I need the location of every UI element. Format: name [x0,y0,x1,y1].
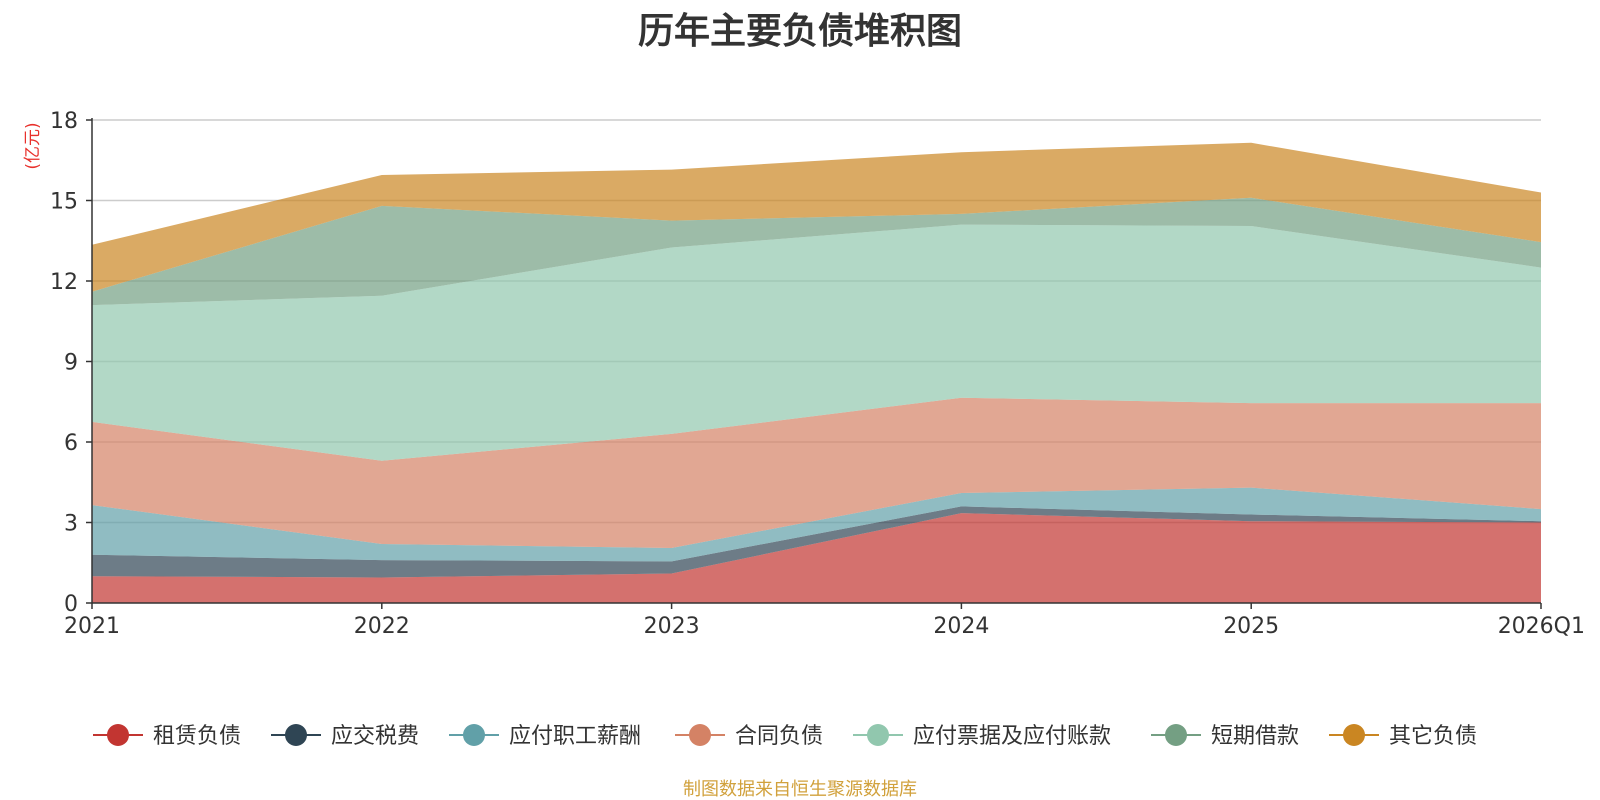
legend-label: 短期借款 [1211,724,1299,749]
legend-label: 应付职工薪酬 [509,724,641,749]
y-tick-label: 15 [50,190,78,215]
area-series-4 [92,224,1541,461]
chart-title: 历年主要负债堆积图 [637,11,962,52]
legend-marker [463,724,485,746]
legend-marker [1343,724,1365,746]
legend-item-2: 应付职工薪酬 [449,724,641,749]
axes [86,118,1542,609]
y-tick-label: 18 [50,109,78,134]
legend-item-1: 应交税费 [271,724,419,749]
area-series-6 [92,142,1541,292]
legend-item-3: 合同负债 [675,724,823,749]
area-series-0 [92,513,1541,603]
legend-item-5: 短期借款 [1151,724,1299,749]
legend-item-6: 其它负债 [1329,724,1477,749]
legend-marker [285,724,307,746]
x-tick-label: 2023 [644,614,700,639]
legend-label: 应付票据及应付账款 [913,724,1111,749]
area-series-1 [92,506,1541,578]
legend: 租赁负债 应交税费 应付职工薪酬 合同负债 应付票据及应付账款 短期借款 其它负债 [93,724,1477,749]
legend-marker [107,724,129,746]
y-tick-label: 0 [64,592,78,617]
source-note: 制图数据来自恒生聚源数据库 [683,779,917,800]
y-tick-label: 3 [64,512,78,537]
legend-marker [867,724,889,746]
y-axis-unit-label: (亿元) [23,122,43,169]
area-series-2 [92,487,1541,562]
y-tick-label: 9 [64,351,78,376]
legend-label: 应交税费 [331,724,419,749]
legend-marker [689,724,711,746]
axis-labels: 0 3 6 9 12 15 18 2021 2022 2023 2024 2025 2026Q1 (亿元) [23,109,1585,639]
area-series-5 [92,197,1541,306]
legend-item-0: 租赁负债 [93,724,241,749]
legend-label: 租赁负债 [153,724,241,749]
area-series-3 [92,397,1541,548]
y-tick-label: 12 [50,270,78,295]
x-tick-label: 2021 [64,614,120,639]
x-tick-label: 2025 [1223,614,1279,639]
legend-item-4: 应付票据及应付账款 [853,724,1111,749]
x-tick-label: 2024 [933,614,989,639]
area-series-layer [92,142,1541,603]
legend-label: 合同负债 [735,724,823,749]
x-tick-label: 2026Q1 [1498,614,1585,639]
legend-label: 其它负债 [1389,724,1477,749]
y-tick-label: 6 [64,431,78,456]
x-tick-label: 2022 [354,614,410,639]
legend-marker [1165,724,1187,746]
